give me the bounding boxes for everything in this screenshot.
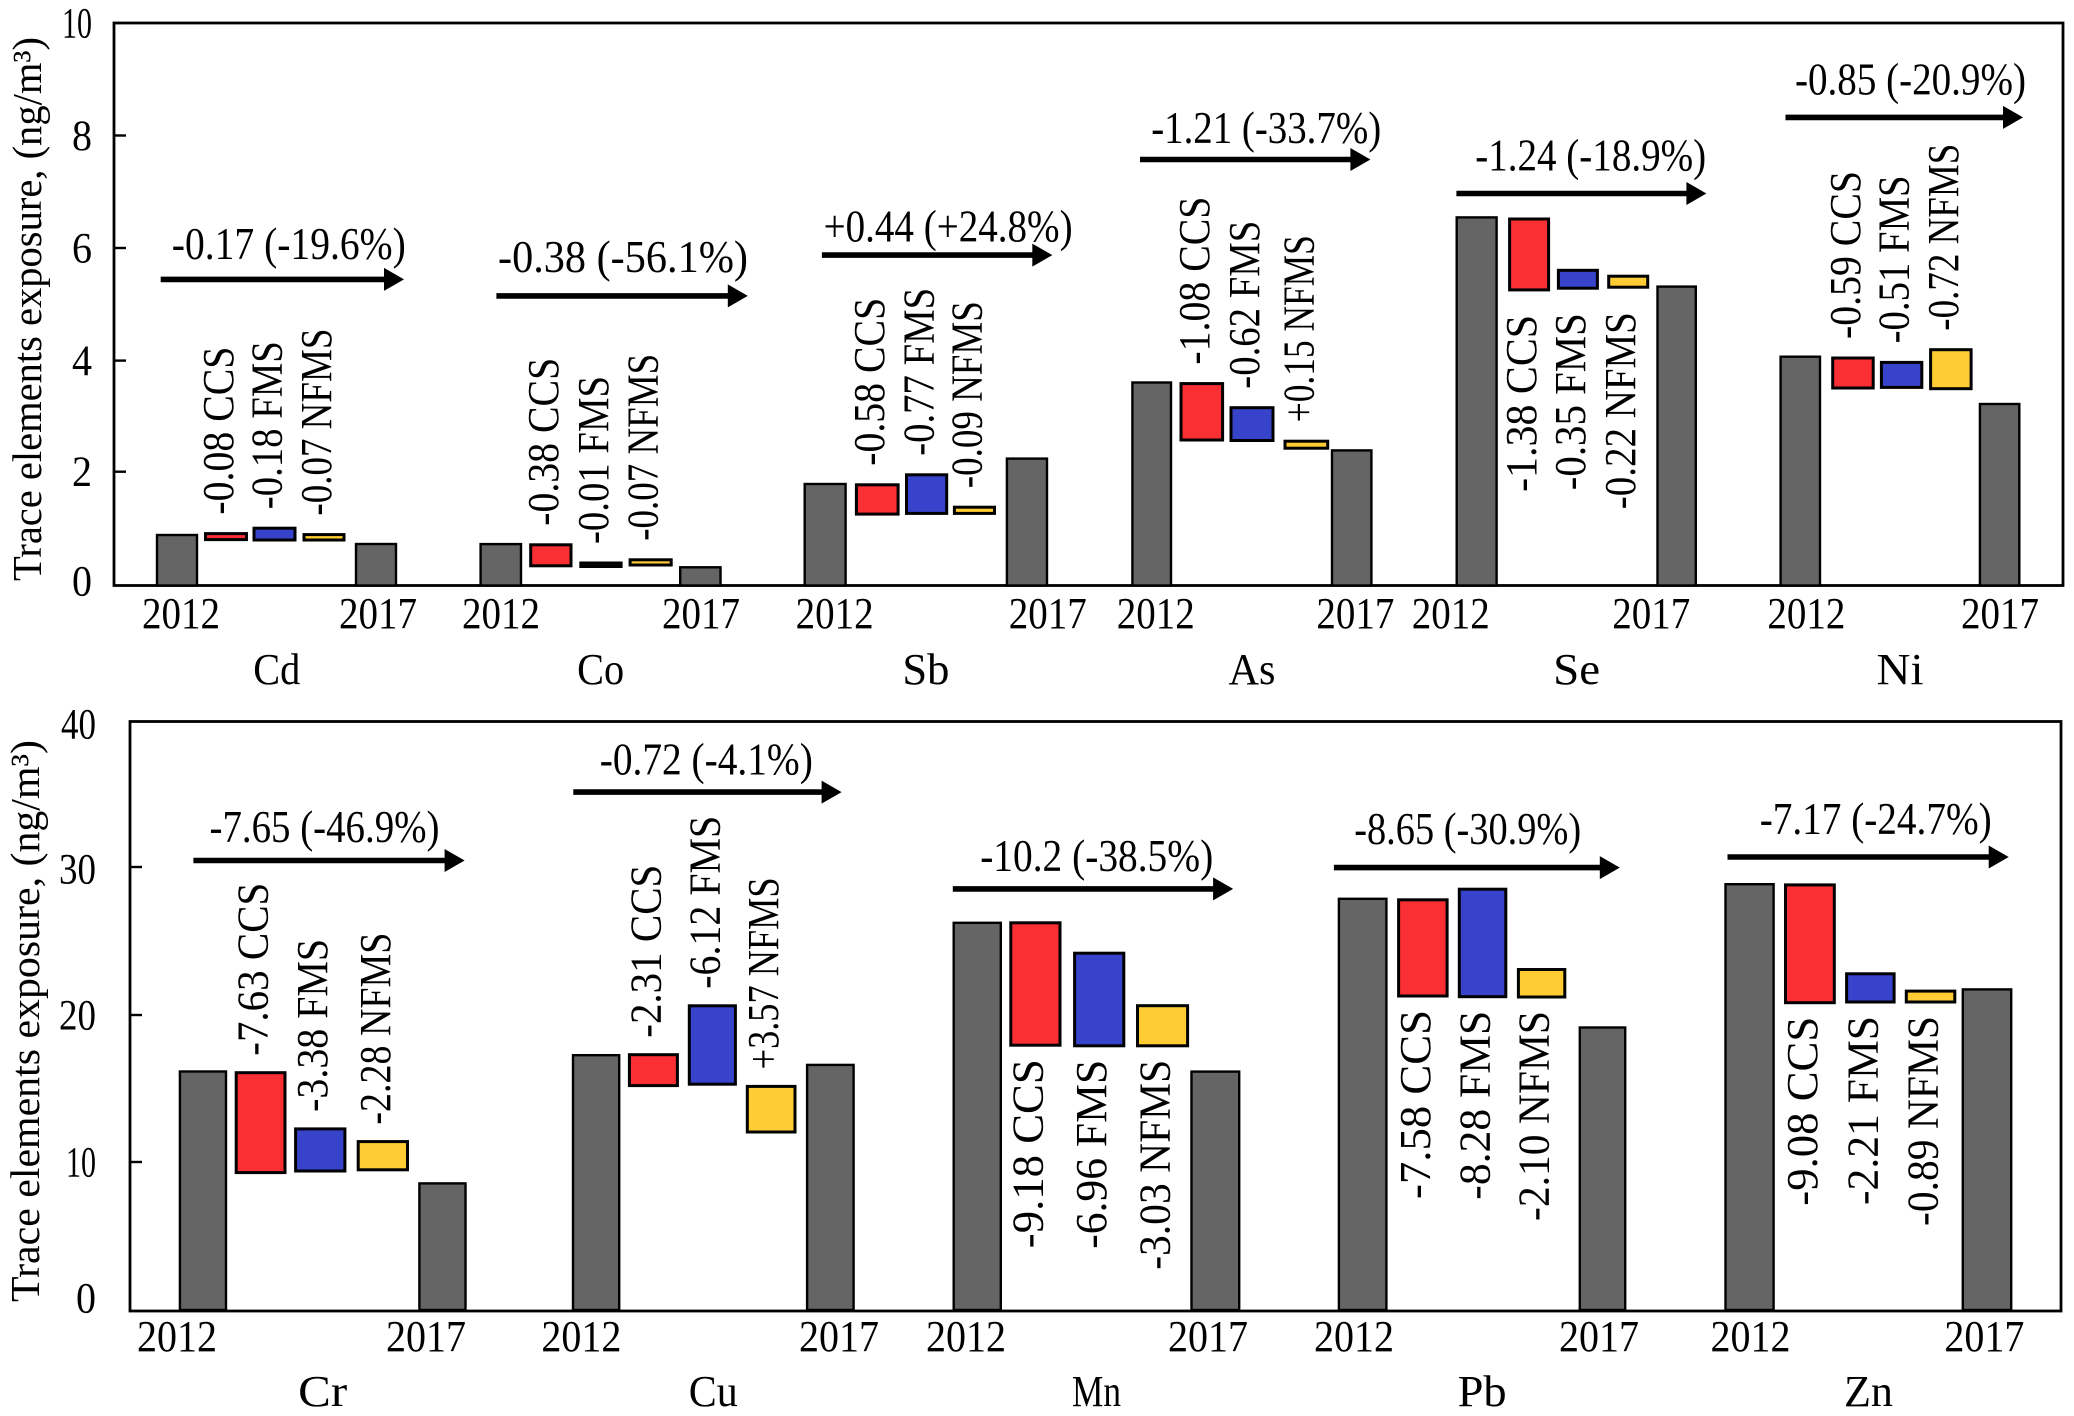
- svg-text:-9.08 CCS: -9.08 CCS: [1778, 1017, 1827, 1206]
- svg-text:-7.65 (-46.9%): -7.65 (-46.9%): [210, 802, 440, 852]
- svg-text:2017: 2017: [1009, 589, 1087, 638]
- svg-text:2012: 2012: [926, 1312, 1006, 1361]
- svg-text:-2.10 NFMS: -2.10 NFMS: [1510, 1011, 1559, 1221]
- svg-text:Ni: Ni: [1877, 645, 1924, 694]
- svg-text:Trace elements exposure, (ng/m: Trace elements exposure, (ng/m³): [4, 37, 50, 581]
- svg-text:-10.2 (-38.5%): -10.2 (-38.5%): [980, 831, 1213, 881]
- svg-text:2017: 2017: [662, 589, 740, 638]
- svg-text:2012: 2012: [1767, 589, 1845, 638]
- svg-text:-0.35 FMS: -0.35 FMS: [1546, 313, 1595, 490]
- svg-text:-1.08 CCS: -1.08 CCS: [1170, 197, 1219, 365]
- svg-text:Trace elements exposure, (ng/m: Trace elements exposure, (ng/m³): [2, 740, 48, 1302]
- svg-text:-0.09 NFMS: -0.09 NFMS: [942, 301, 991, 488]
- svg-text:8: 8: [72, 113, 92, 160]
- svg-text:-0.07 NFMS: -0.07 NFMS: [292, 329, 341, 516]
- svg-text:10: 10: [66, 1140, 96, 1187]
- svg-text:2012: 2012: [1117, 589, 1195, 638]
- svg-text:2012: 2012: [137, 1312, 217, 1361]
- svg-text:Cd: Cd: [253, 645, 300, 694]
- svg-text:2017: 2017: [1316, 589, 1394, 638]
- svg-text:-0.01 FMS: -0.01 FMS: [569, 376, 618, 544]
- svg-text:-2.21 FMS: -2.21 FMS: [1838, 1016, 1887, 1205]
- svg-text:0: 0: [76, 1276, 96, 1323]
- svg-text:-3.38 FMS: -3.38 FMS: [288, 939, 337, 1112]
- svg-text:-0.77 FMS: -0.77 FMS: [895, 288, 944, 456]
- svg-text:-0.62 FMS: -0.62 FMS: [1220, 221, 1269, 389]
- svg-text:-2.31 CCS: -2.31 CCS: [621, 865, 670, 1038]
- svg-text:-6.12 FMS: -6.12 FMS: [680, 816, 729, 989]
- svg-text:Sb: Sb: [902, 645, 949, 694]
- svg-text:Cu: Cu: [689, 1367, 738, 1416]
- svg-text:2017: 2017: [386, 1312, 466, 1361]
- svg-text:+3.57 NFMS: +3.57 NFMS: [739, 877, 788, 1069]
- svg-text:-7.58 CCS: -7.58 CCS: [1391, 1010, 1440, 1199]
- svg-text:Cr: Cr: [298, 1367, 347, 1416]
- svg-text:-6.96 FMS: -6.96 FMS: [1067, 1060, 1116, 1249]
- svg-text:0: 0: [72, 559, 92, 606]
- svg-text:-0.72 NFMS: -0.72 NFMS: [1919, 144, 1968, 331]
- svg-text:-0.38 CCS: -0.38 CCS: [519, 358, 568, 526]
- svg-text:-0.85 (-20.9%): -0.85 (-20.9%): [1795, 55, 2026, 105]
- svg-text:2012: 2012: [1711, 1312, 1791, 1361]
- svg-text:2017: 2017: [1559, 1312, 1639, 1361]
- svg-text:-0.59 CCS: -0.59 CCS: [1821, 171, 1870, 339]
- svg-text:As: As: [1229, 645, 1276, 694]
- svg-text:2017: 2017: [1961, 589, 2039, 638]
- svg-text:-1.21 (-33.7%): -1.21 (-33.7%): [1151, 103, 1381, 153]
- svg-text:20: 20: [59, 993, 96, 1040]
- svg-text:10: 10: [62, 1, 92, 48]
- svg-text:2017: 2017: [1944, 1312, 2024, 1361]
- svg-text:4: 4: [72, 338, 92, 385]
- svg-text:-1.38 CCS: -1.38 CCS: [1497, 315, 1546, 492]
- svg-text:-0.18 FMS: -0.18 FMS: [243, 341, 292, 509]
- svg-text:-1.24 (-18.9%): -1.24 (-18.9%): [1475, 131, 1706, 181]
- svg-text:-0.08 CCS: -0.08 CCS: [194, 347, 243, 515]
- svg-text:-0.22 NFMS: -0.22 NFMS: [1596, 312, 1645, 509]
- svg-text:Se: Se: [1553, 645, 1600, 694]
- svg-text:2012: 2012: [1314, 1312, 1394, 1361]
- svg-text:+0.44 (+24.8%): +0.44 (+24.8%): [824, 202, 1073, 252]
- svg-text:Zn: Zn: [1844, 1367, 1893, 1416]
- svg-text:2012: 2012: [541, 1312, 621, 1361]
- svg-text:2017: 2017: [1612, 589, 1690, 638]
- svg-text:-3.03 NFMS: -3.03 NFMS: [1131, 1060, 1180, 1270]
- svg-text:2012: 2012: [462, 589, 540, 638]
- svg-text:-0.38 (-56.1%): -0.38 (-56.1%): [498, 232, 748, 282]
- svg-text:-7.17 (-24.7%): -7.17 (-24.7%): [1760, 794, 1992, 844]
- svg-text:Pb: Pb: [1458, 1367, 1507, 1416]
- svg-text:-0.51 FMS: -0.51 FMS: [1870, 175, 1919, 343]
- svg-text:2012: 2012: [796, 589, 874, 638]
- svg-text:Mn: Mn: [1072, 1367, 1121, 1416]
- svg-text:Co: Co: [577, 645, 624, 694]
- svg-text:2012: 2012: [1412, 589, 1490, 638]
- svg-text:2017: 2017: [1168, 1312, 1248, 1361]
- svg-text:2: 2: [72, 449, 92, 496]
- svg-text:-0.72 (-4.1%): -0.72 (-4.1%): [600, 735, 813, 785]
- svg-text:-2.28 NFMS: -2.28 NFMS: [351, 933, 400, 1125]
- svg-text:30: 30: [59, 847, 96, 894]
- svg-text:+0.15 NFMS: +0.15 NFMS: [1274, 235, 1323, 422]
- svg-text:6: 6: [72, 226, 92, 273]
- svg-text:-9.18 CCS: -9.18 CCS: [1003, 1059, 1052, 1248]
- svg-text:-0.17 (-19.6%): -0.17 (-19.6%): [172, 219, 406, 269]
- svg-text:2012: 2012: [142, 589, 220, 638]
- svg-text:-8.65 (-30.9%): -8.65 (-30.9%): [1354, 804, 1581, 854]
- svg-text:2017: 2017: [799, 1312, 879, 1361]
- svg-text:-7.63 CCS: -7.63 CCS: [229, 883, 278, 1056]
- svg-text:-0.58 CCS: -0.58 CCS: [845, 298, 894, 466]
- svg-text:2017: 2017: [339, 589, 417, 638]
- svg-text:-8.28 FMS: -8.28 FMS: [1451, 1011, 1500, 1200]
- svg-text:40: 40: [61, 702, 96, 749]
- svg-text:-0.89 NFMS: -0.89 NFMS: [1899, 1016, 1948, 1226]
- svg-text:-0.07 NFMS: -0.07 NFMS: [619, 354, 668, 541]
